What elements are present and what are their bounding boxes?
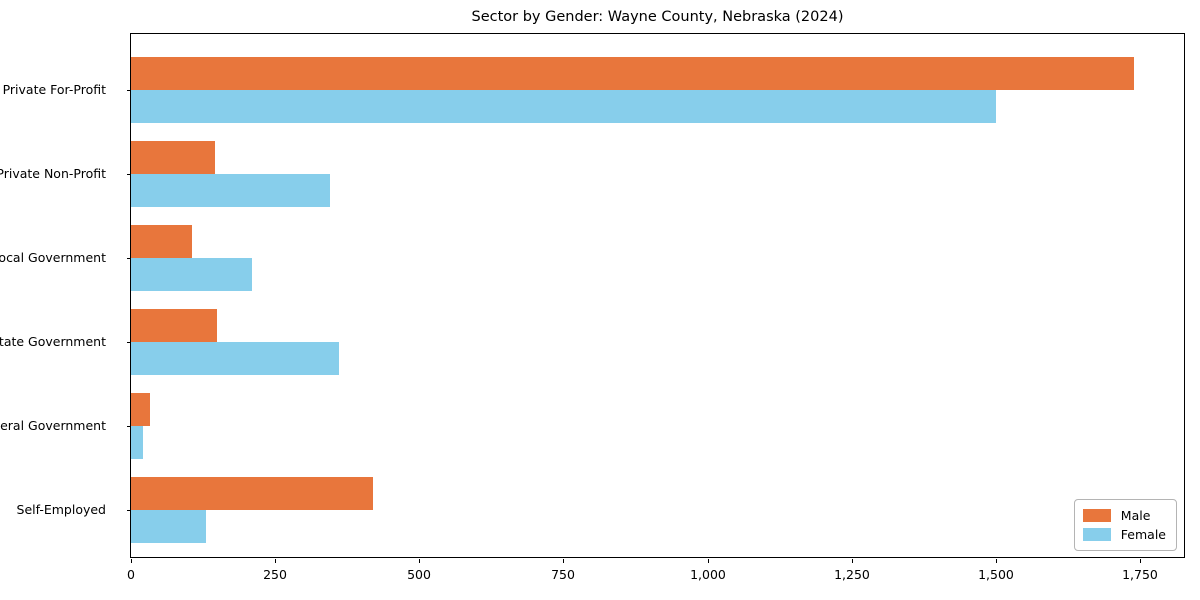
legend: Male Female — [1073, 499, 1177, 551]
y-tick-mark — [127, 426, 131, 427]
bar-female-private-non-profit — [131, 174, 330, 207]
legend-item-male: Male — [1082, 506, 1166, 525]
x-tick-mark — [419, 559, 420, 563]
x-tick-mark — [996, 559, 997, 563]
y-tick-mark — [127, 90, 131, 91]
y-tick-mark — [127, 510, 131, 511]
bar-male-local-government — [131, 225, 192, 258]
x-tick-label-1-500: 1,500 — [978, 567, 1014, 582]
x-tick-label-250: 250 — [263, 567, 287, 582]
bar-female-self-employed — [131, 510, 206, 543]
y-tick-label-private-for-profit: Private For-Profit — [2, 82, 106, 97]
bar-male-private-non-profit — [131, 141, 215, 174]
bar-female-local-government — [131, 258, 252, 291]
bar-male-state-government — [131, 309, 217, 342]
legend-label-female: Female — [1120, 527, 1166, 542]
y-tick-mark — [127, 174, 131, 175]
x-tick-label-1-250: 1,250 — [834, 567, 870, 582]
y-tick-label-state-government: State Government — [0, 334, 106, 349]
y-tick-label-private-non-profit: Private Non-Profit — [0, 166, 106, 181]
x-tick-label-500: 500 — [407, 567, 431, 582]
x-tick-mark — [852, 559, 853, 563]
x-tick-mark — [275, 559, 276, 563]
plot-area: Male Female Private For-Profit Private Non… — [0, 33, 1185, 582]
x-tick-label-1-750: 1,750 — [1122, 567, 1158, 582]
x-tick-mark — [131, 559, 132, 563]
y-tick-mark — [127, 258, 131, 259]
x-tick-mark — [708, 559, 709, 563]
bar-female-private-for-profit — [131, 90, 996, 123]
legend-swatch-female — [1082, 528, 1111, 541]
y-tick-mark — [127, 342, 131, 343]
bar-male-private-for-profit — [131, 57, 1134, 90]
chart-title: Sector by Gender: Wayne County, Nebraska… — [471, 9, 844, 25]
bar-male-self-employed — [131, 477, 373, 510]
y-tick-label-local-government: Local Government — [0, 250, 106, 265]
legend-swatch-male — [1082, 509, 1111, 522]
legend-label-male: Male — [1120, 508, 1151, 523]
y-tick-label-self-employed: Self-Employed — [16, 502, 106, 517]
bar-female-state-government — [131, 342, 339, 375]
x-tick-mark — [1140, 559, 1141, 563]
legend-item-female: Female — [1082, 525, 1166, 544]
x-tick-label-0: 0 — [127, 567, 135, 582]
bar-female-federal-government — [131, 426, 143, 459]
x-tick-label-750: 750 — [551, 567, 575, 582]
x-tick-label-1-000: 1,000 — [690, 567, 726, 582]
y-tick-label-federal-government: Federal Government — [0, 418, 106, 433]
bar-male-federal-government — [131, 393, 150, 426]
x-tick-mark — [563, 559, 564, 563]
